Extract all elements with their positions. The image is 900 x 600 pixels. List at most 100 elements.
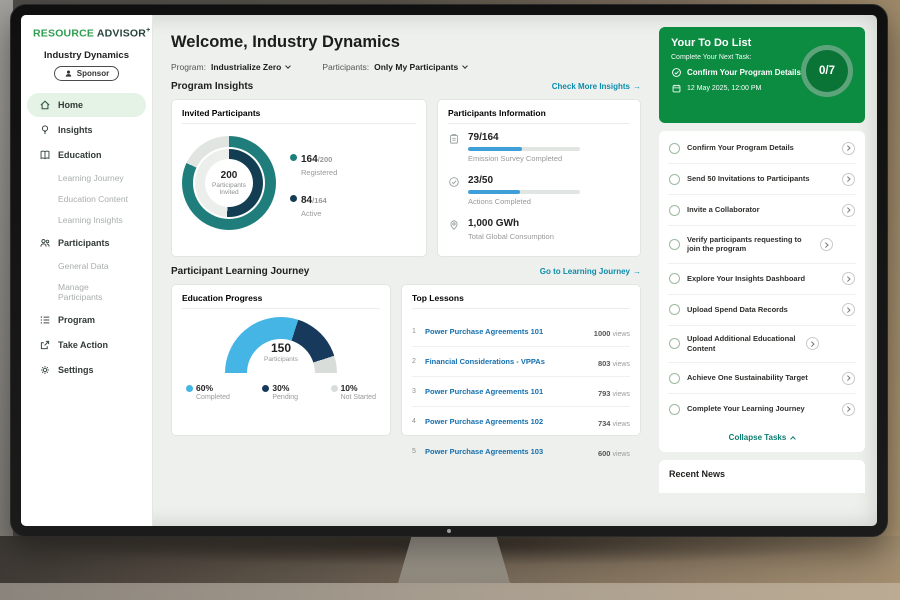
task-row[interactable]: Upload Additional Educational Content [668, 326, 856, 363]
task-checkbox-icon[interactable] [669, 273, 680, 284]
invited-legend-dot [290, 154, 297, 161]
task-row[interactable]: Upload Spend Data Records [668, 295, 856, 326]
invited-donut-ring-outer: 200 Participants Invited [182, 136, 276, 230]
sidebar: RESOURCE ADVISOR+ Industry Dynamics Spon… [21, 15, 153, 526]
chevron-right-icon[interactable] [842, 371, 855, 385]
chevron-right-icon[interactable] [842, 303, 855, 316]
chevron-down-icon [285, 63, 292, 69]
section-title: Program Insights [171, 81, 254, 92]
task-checkbox-icon[interactable] [669, 372, 680, 384]
top-lessons-card: Top Lessons 1 Power Purchase Agreements … [401, 284, 641, 458]
lesson-row: 1 Power Purchase Agreements 101 1000 view… [412, 317, 630, 347]
task-checkbox-icon[interactable] [669, 142, 680, 154]
list-icon [39, 314, 51, 326]
stat-value: 79/164 [468, 132, 499, 143]
sidebar-item-participants[interactable]: Participants [27, 231, 146, 255]
participants-filter[interactable]: Participants: Only My Participants [322, 62, 469, 72]
program-insights-header: Program Insights Check More Insights → [171, 81, 641, 92]
gauge-center: 150 Participants [225, 341, 337, 363]
todo-progress-counter: 0/7 [801, 45, 853, 97]
lesson-row: 4 Power Purchase Agreements 102 734 views [412, 407, 630, 437]
lesson-row: 5 Power Purchase Agreements 103 600 views [412, 447, 630, 458]
task-row[interactable]: Complete Your Learning Journey [668, 394, 856, 424]
chevron-right-icon[interactable] [806, 337, 819, 351]
sidebar-item-label: Insights [58, 124, 93, 135]
participants-filter-label: Participants: [322, 62, 370, 72]
card-title: Participants Information [448, 108, 630, 124]
sidebar-item-general-data[interactable]: General Data [27, 256, 146, 276]
legend-item-active: 84/164 Active [290, 190, 337, 218]
chevron-right-icon[interactable] [842, 402, 855, 416]
lesson-link[interactable]: Financial Considerations - VPPAs [425, 357, 545, 366]
power-led [447, 529, 451, 533]
sponsor-badge: Sponsor [53, 65, 120, 81]
task-checkbox-icon[interactable] [669, 238, 680, 250]
sidebar-item-education-content[interactable]: Education Content [27, 189, 146, 209]
lesson-link[interactable]: Power Purchase Agreements 102 [425, 417, 544, 426]
sidebar-item-manage-participants[interactable]: Manage Participants [27, 277, 146, 307]
sidebar-item-label: Home [58, 99, 84, 110]
task-checkbox-icon[interactable] [669, 173, 680, 185]
recent-news-card: Recent News [659, 460, 865, 493]
task-checkbox-icon[interactable] [669, 204, 680, 216]
sidebar-item-settings[interactable]: Settings [27, 358, 146, 382]
go-to-learning-journey-link[interactable]: Go to Learning Journey → [539, 267, 641, 276]
chevron-right-icon[interactable] [820, 237, 833, 251]
progress-bar [468, 190, 580, 194]
sidebar-item-label: Learning Insights [58, 214, 123, 225]
task-row[interactable]: Invite a Collaborator [668, 195, 856, 226]
logo-plus: + [146, 27, 151, 34]
lesson-link[interactable]: Power Purchase Agreements 101 [425, 387, 544, 396]
clipboard-icon [448, 133, 460, 145]
sidebar-item-label: Education Content [58, 193, 128, 204]
stat-label: Emission Survey Completed [468, 154, 563, 163]
task-row[interactable]: Confirm Your Program Details [668, 133, 856, 164]
task-checkbox-icon[interactable] [669, 304, 680, 315]
sidebar-item-learning-insights[interactable]: Learning Insights [27, 210, 146, 230]
background-left-strip [0, 0, 13, 600]
task-row[interactable]: Explore Your Insights Dashboard [668, 264, 856, 295]
card-title: Invited Participants [182, 108, 416, 124]
people-icon [39, 237, 51, 249]
check-circle-icon [448, 176, 460, 188]
stat-emission-survey: 79/164 Emission Survey Completed [448, 132, 630, 163]
learning-cards-row: Education Progress 150 Participants [171, 284, 641, 458]
sidebar-item-program[interactable]: Program [27, 308, 146, 332]
task-row[interactable]: Achieve One Sustainability Target [668, 363, 856, 394]
task-checkbox-icon[interactable] [669, 338, 680, 350]
chevron-right-icon[interactable] [842, 141, 855, 155]
task-checkbox-icon[interactable] [669, 403, 680, 415]
task-row[interactable]: Verify participants requesting to join t… [668, 226, 856, 264]
sidebar-item-label: Program [58, 314, 96, 325]
stat-global-consumption: 1,000 GWh Total Global Consumption [448, 218, 630, 241]
todo-hero-card: Your To Do List Complete Your Next Task:… [659, 27, 865, 123]
sidebar-item-label: Take Action [58, 339, 109, 350]
progress-bar-fill [468, 147, 522, 151]
check-more-insights-link[interactable]: Check More Insights → [551, 82, 641, 91]
section-title: Participant Learning Journey [171, 266, 310, 277]
participants-filter-value: Only My Participants [374, 62, 459, 72]
program-filter-label: Program: [171, 62, 206, 72]
chevron-right-icon[interactable] [842, 203, 855, 217]
lesson-link[interactable]: Power Purchase Agreements 103 [425, 447, 544, 456]
gauge-center-value: 150 [270, 341, 292, 355]
education-legend-dot [330, 384, 338, 392]
app-logo: RESOURCE ADVISOR+ [21, 27, 152, 46]
sidebar-item-education[interactable]: Education [27, 143, 146, 167]
sidebar-item-learning-journey[interactable]: Learning Journey [27, 168, 146, 188]
desk-edge [0, 583, 900, 600]
sidebar-item-take-action[interactable]: Take Action [27, 333, 146, 357]
sidebar-item-home[interactable]: Home [27, 92, 146, 117]
legend-item-completed: 60% Completed [186, 383, 230, 401]
lesson-link[interactable]: Power Purchase Agreements 101 [425, 327, 544, 336]
sidebar-item-label: Learning Journey [58, 172, 124, 183]
logo-text-secondary: ADVISOR [96, 27, 147, 40]
program-filter[interactable]: Program: Industrialize Zero [171, 62, 292, 72]
sidebar-item-insights[interactable]: Insights [27, 118, 146, 142]
task-row[interactable]: Send 50 Invitations to Participants [668, 164, 856, 195]
collapse-tasks-link[interactable]: Collapse Tasks [668, 424, 856, 452]
check-circle-icon [671, 67, 682, 78]
book-icon [39, 149, 51, 161]
chevron-right-icon[interactable] [842, 272, 855, 285]
chevron-right-icon[interactable] [842, 172, 855, 186]
